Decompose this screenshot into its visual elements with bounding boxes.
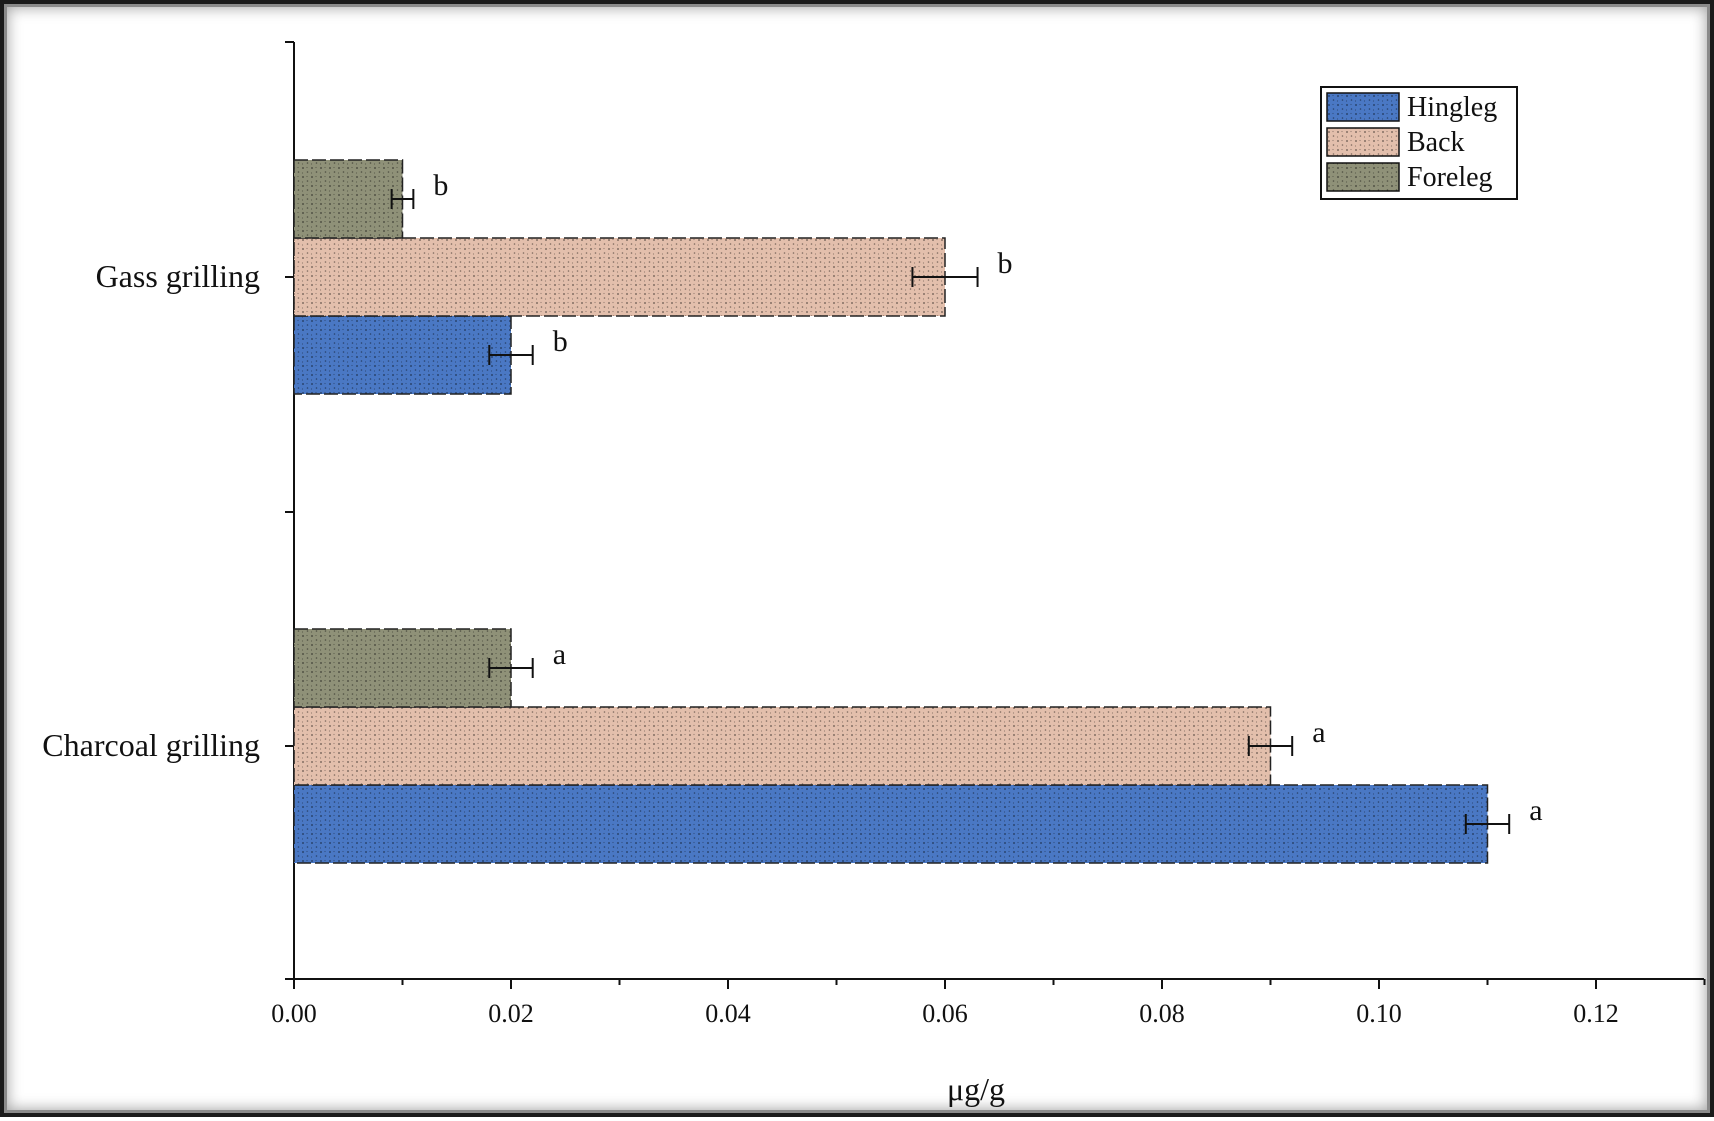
x-tick-label: 0.04 xyxy=(705,999,751,1028)
x-tick-label: 0.08 xyxy=(1139,999,1185,1028)
error-bar xyxy=(911,267,979,287)
legend-label: Back xyxy=(1407,127,1465,158)
error-bar xyxy=(1247,736,1294,756)
x-tick-label: 0.10 xyxy=(1356,999,1402,1028)
bar-texture xyxy=(293,628,512,708)
legend: Hingleg Back Foreleg xyxy=(1320,86,1518,200)
significance-letter: b xyxy=(553,325,568,358)
x-tick-label: 0.06 xyxy=(922,999,968,1028)
bar-texture xyxy=(293,784,1489,864)
error-bars xyxy=(390,189,1511,834)
bar-texture xyxy=(293,706,1272,786)
bar-texture xyxy=(293,237,946,317)
significance-letter: a xyxy=(1529,794,1542,827)
significance-letter: b xyxy=(433,169,448,202)
category-label: Charcoal grilling xyxy=(42,727,260,763)
error-bar xyxy=(488,345,534,365)
error-bar xyxy=(390,189,415,209)
significance-letter: a xyxy=(1312,716,1325,749)
error-bar xyxy=(1464,814,1511,834)
bar-texture xyxy=(293,315,512,395)
x-tick-label: 0.02 xyxy=(488,999,534,1028)
category-label: Gass grilling xyxy=(96,258,260,294)
x-tick-label: 0.00 xyxy=(271,999,317,1028)
significance-letter: b xyxy=(998,247,1013,280)
y-category-labels: Charcoal grilling Gass grilling xyxy=(42,258,260,763)
legend-entry: Back xyxy=(1326,127,1465,158)
significance-labels: a b a b a b xyxy=(433,169,1542,827)
bars xyxy=(293,159,1489,864)
x-tick-label: 0.12 xyxy=(1573,999,1619,1028)
x-tick-labels: 0.00 0.02 0.04 0.06 0.08 0.10 0.12 xyxy=(271,999,1619,1028)
bar-texture xyxy=(293,159,404,239)
legend-entry: Foreleg xyxy=(1326,162,1493,193)
significance-letter: a xyxy=(553,638,566,671)
legend-label: Hingleg xyxy=(1407,92,1497,123)
legend-entry: Hingleg xyxy=(1326,92,1497,123)
x-axis-title: μg/g xyxy=(947,1071,1005,1107)
error-bar xyxy=(488,658,534,678)
bar-chart: a b a b a b 0.00 0.02 0.04 0.06 0.08 0.10 0.12 Char… xyxy=(42,41,1706,1107)
legend-label: Foreleg xyxy=(1407,162,1493,193)
